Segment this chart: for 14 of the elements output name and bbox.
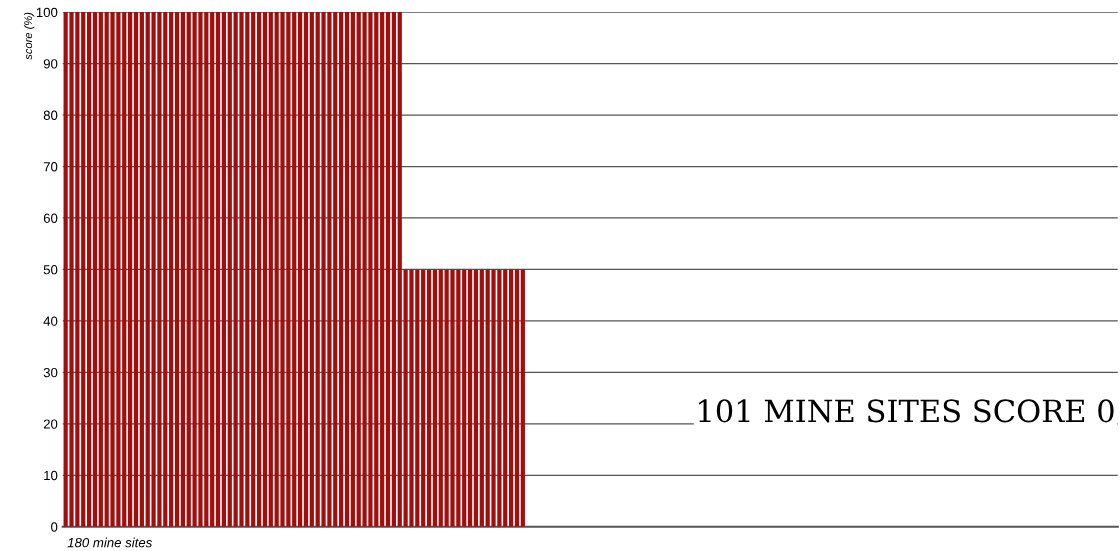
y-tick-label: 50 bbox=[43, 265, 58, 275]
y-tick-label: 20 bbox=[43, 419, 58, 429]
x-axis-title: 180 mine sites bbox=[67, 537, 152, 548]
y-axis-title: score (%) bbox=[23, 12, 35, 60]
y-tick-label: 80 bbox=[43, 110, 58, 120]
annotation: 101 MINE SITES SCORE 0 bbox=[699, 399, 1114, 423]
y-tick-label: 70 bbox=[43, 162, 58, 172]
y-tick-label: 40 bbox=[43, 316, 58, 326]
y-tick-label: 30 bbox=[43, 367, 58, 378]
y-tick-label: 100 bbox=[36, 7, 58, 18]
y-tick-label: 90 bbox=[43, 59, 58, 69]
y-tick-label: 10 bbox=[44, 470, 58, 481]
y-tick-label: 0 bbox=[51, 522, 58, 532]
y-tick-label: 60 bbox=[43, 213, 58, 223]
